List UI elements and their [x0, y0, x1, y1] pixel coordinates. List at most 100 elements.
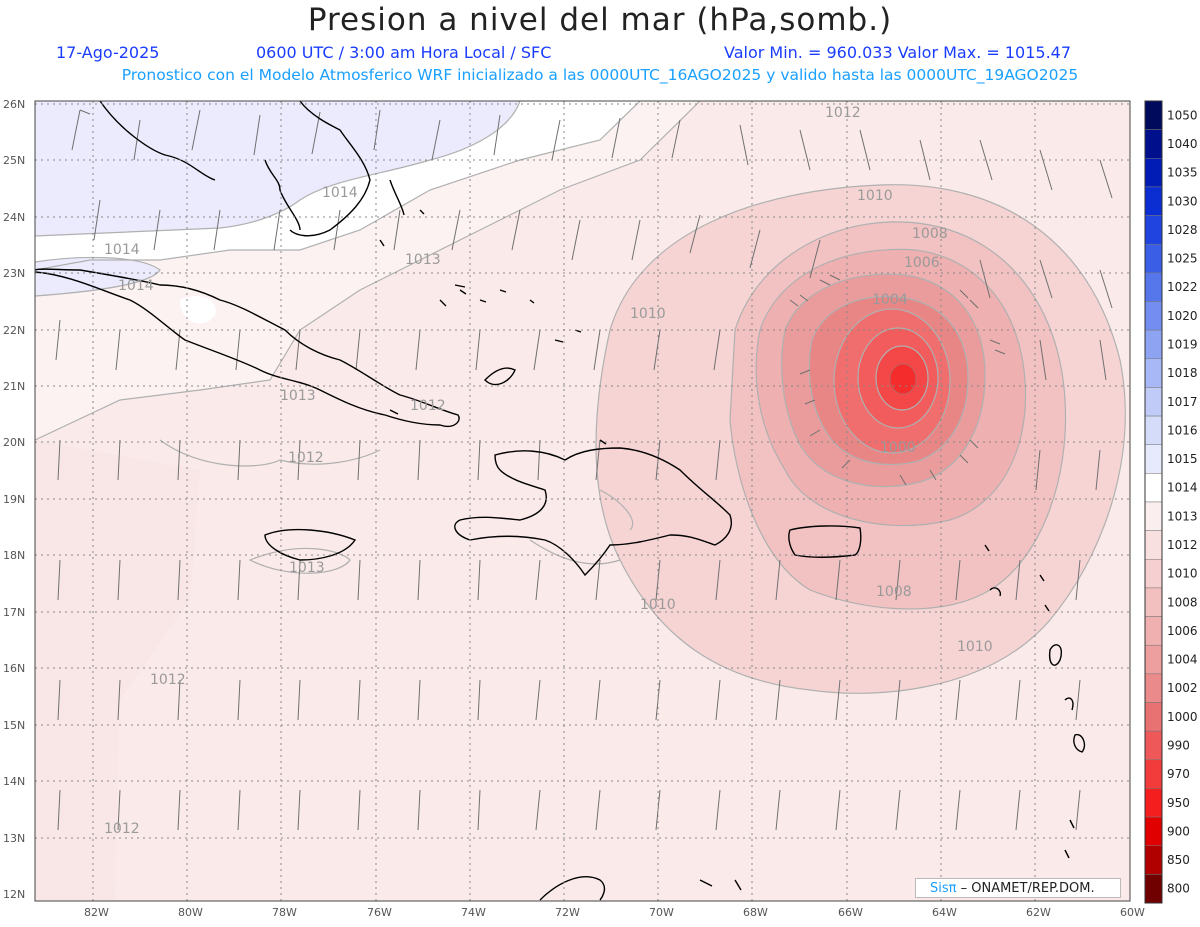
- min-max-values: Valor Min. = 960.033 Valor Max. = 1015.4…: [724, 43, 1072, 62]
- colorbar-label: 1010: [1167, 567, 1198, 581]
- lat-label: 19N: [3, 493, 25, 506]
- lon-label: 78W: [272, 906, 297, 919]
- contour-label: 1013: [280, 388, 316, 404]
- pressure-field-1015-b: [35, 257, 160, 296]
- model-info: Pronostico con el Modelo Atmosferico WRF…: [121, 66, 1079, 84]
- contour-labels: 1012 1014 1014 1014 1013 1010 1008 1006 …: [104, 105, 993, 837]
- colorbar-swatch: [1144, 473, 1163, 503]
- contour-label: 1010: [857, 188, 893, 204]
- lat-label: 12N: [3, 888, 25, 901]
- colorbar-swatch: [1144, 158, 1163, 188]
- colorbar-label: 1015: [1167, 452, 1198, 466]
- lat-label: 23N: [3, 267, 25, 280]
- colorbar-label: 1040: [1167, 137, 1198, 151]
- lon-label: 68W: [743, 906, 768, 919]
- lat-label: 16N: [3, 662, 25, 675]
- contour-lines: [35, 101, 1126, 694]
- lon-label: 82W: [84, 906, 109, 919]
- colorbar-label: 1022: [1167, 280, 1198, 294]
- map-title: Presion a nivel del mar (hPa,somb.): [307, 2, 893, 38]
- colorbar-swatch: [1144, 186, 1163, 216]
- forecast-date: 17-Ago-2025: [56, 43, 160, 62]
- colorbar-swatch: [1144, 129, 1163, 159]
- lat-label: 20N: [3, 436, 25, 449]
- colorbar-label: 1028: [1167, 223, 1198, 237]
- colorbar-swatch: [1144, 559, 1163, 589]
- colorbar-swatch: [1144, 501, 1163, 531]
- lon-label: 64W: [932, 906, 957, 919]
- lon-label: 66W: [838, 906, 863, 919]
- lon-label: 70W: [649, 906, 674, 919]
- colorbar: 1050 1040 1035 1030 1028 1025 1022 1020 1019 1018…: [1144, 100, 1198, 904]
- colorbar-frame: [1144, 100, 1163, 904]
- colorbar-swatch: [1144, 702, 1163, 732]
- colorbar-swatch: [1144, 759, 1163, 789]
- wind-barbs: [55, 109, 1113, 831]
- lat-label: 14N: [3, 775, 25, 788]
- contour-label: 1012: [825, 105, 861, 121]
- colorbar-swatch: [1144, 616, 1163, 646]
- colorbar-label: 1006: [1167, 624, 1198, 638]
- lat-label: 26N: [3, 98, 25, 111]
- colorbar-label: 1050: [1167, 108, 1198, 122]
- colorbar-swatch: [1144, 243, 1163, 274]
- colorbar-label: 1019: [1167, 337, 1198, 351]
- colorbar-label: 1000: [1167, 710, 1198, 724]
- pressure-field-1015: [35, 101, 520, 236]
- colorbar-label: 1004: [1167, 653, 1198, 667]
- contour-label: 1006: [904, 255, 940, 271]
- colorbar-label: 1035: [1167, 166, 1198, 180]
- lon-label: 76W: [367, 906, 392, 919]
- contour-label: 1012: [104, 821, 140, 837]
- colorbar-swatch: [1144, 587, 1163, 617]
- colorbar-label: 850: [1167, 853, 1190, 867]
- colorbar-swatch: [1144, 644, 1163, 675]
- lat-label: 17N: [3, 606, 25, 619]
- lat-label: 21N: [3, 380, 25, 393]
- graticule: [35, 101, 1130, 901]
- colorbar-swatch: [1144, 788, 1163, 818]
- lat-label: 18N: [3, 549, 25, 562]
- colorbar-swatch: [1144, 387, 1163, 417]
- colorbar-swatch: [1144, 874, 1163, 904]
- colorbar-swatch: [1144, 816, 1163, 846]
- colorbar-swatch: [1144, 100, 1163, 130]
- contour-label: 1008: [876, 584, 912, 600]
- colorbar-label: 990: [1167, 738, 1190, 752]
- colorbar-label: 1013: [1167, 509, 1198, 523]
- pressure-field-970: [889, 363, 917, 395]
- contour-label: 1000: [880, 440, 916, 456]
- lon-label: 62W: [1026, 906, 1051, 919]
- lon-label: 74W: [461, 906, 486, 919]
- colorbar-label: 900: [1167, 824, 1190, 838]
- contour-label: 1010: [957, 639, 993, 655]
- contour-label: 1013: [289, 560, 325, 576]
- contour-label: 1012: [288, 450, 324, 466]
- longitude-axis: 82W 80W 78W 76W 74W 72W 70W 68W 66W 64W …: [84, 906, 1145, 919]
- colorbar-swatch: [1144, 673, 1163, 703]
- lon-label: 60W: [1120, 906, 1145, 919]
- map-frame: [34, 100, 1131, 902]
- colorbar-label: 800: [1167, 882, 1190, 896]
- colorbar-swatch: [1144, 415, 1163, 445]
- lat-label: 15N: [3, 719, 25, 732]
- colorbar-label: 1014: [1167, 481, 1198, 495]
- contour-label: 1010: [640, 597, 676, 613]
- map-area: 1012 1014 1014 1014 1013 1010 1008 1006 …: [35, 101, 1130, 901]
- colorbar-label: 1020: [1167, 309, 1198, 323]
- colorbar-swatch: [1144, 730, 1163, 761]
- colorbar-swatch: [1144, 358, 1163, 388]
- credit-box: Sisπ – ONAMET/REP.DOM.: [915, 878, 1121, 898]
- contour-label: 1014: [322, 185, 358, 201]
- colorbar-label: 1012: [1167, 538, 1198, 552]
- lat-label: 25N: [3, 154, 25, 167]
- contour-label: 1013: [405, 252, 441, 268]
- contour-label: 1008: [912, 226, 948, 242]
- lon-label: 80W: [178, 906, 203, 919]
- latitude-axis: 26N 25N 24N 23N 22N 21N 20N 19N 18N 17N …: [3, 98, 25, 901]
- colorbar-swatch: [1144, 530, 1163, 560]
- sispi-logo: Sisπ: [930, 881, 957, 896]
- colorbar-label: 1018: [1167, 366, 1198, 380]
- contour-label: 1012: [410, 398, 446, 414]
